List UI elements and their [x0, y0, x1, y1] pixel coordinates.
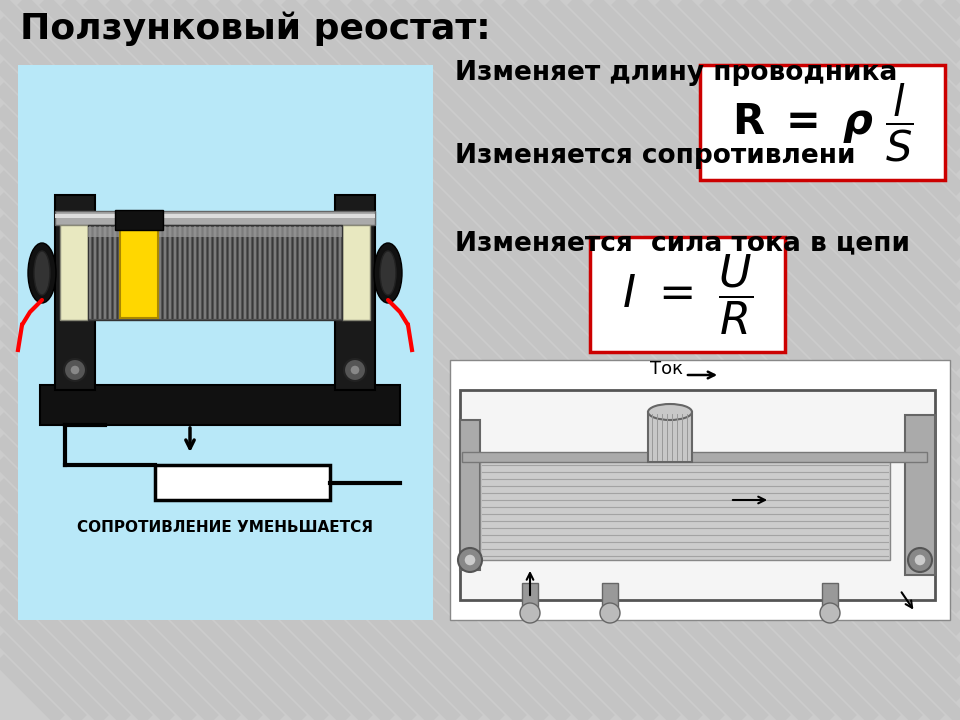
Text: Изменяется сопротивлени: Изменяется сопротивлени — [455, 143, 855, 169]
Bar — [480, 460, 890, 560]
Bar — [18, 65, 433, 620]
Bar — [115, 210, 163, 230]
Bar — [40, 385, 400, 425]
Bar — [155, 465, 330, 500]
Bar — [55, 214, 375, 218]
Circle shape — [70, 365, 80, 375]
Text: СОПРОТИВЛЕНИЕ УМЕНЬШАЕТСЯ: СОПРОТИВЛЕНИЕ УМЕНЬШАЕТСЯ — [77, 520, 373, 535]
Ellipse shape — [374, 243, 402, 303]
Circle shape — [464, 554, 476, 566]
Circle shape — [350, 365, 360, 375]
Circle shape — [64, 359, 86, 381]
Bar — [335, 195, 375, 390]
Circle shape — [520, 603, 540, 623]
Bar — [120, 227, 158, 318]
Bar — [460, 420, 480, 570]
Bar — [462, 452, 927, 462]
Bar — [88, 227, 342, 237]
Circle shape — [820, 603, 840, 623]
Circle shape — [914, 554, 926, 566]
Bar — [55, 211, 375, 225]
Circle shape — [458, 548, 482, 572]
Bar — [590, 237, 785, 352]
Bar — [88, 225, 342, 320]
Bar — [342, 225, 370, 320]
Text: $\mathit{I}\ =\ \dfrac{U}{R}$: $\mathit{I}\ =\ \dfrac{U}{R}$ — [622, 252, 753, 337]
Text: Ползунковый реостат:: Ползунковый реостат: — [20, 12, 491, 47]
Text: Изменяет длину проводника: Изменяет длину проводника — [455, 60, 898, 86]
Bar — [905, 415, 935, 575]
Text: $\mathbf{R}\ \mathbf{=}\ \boldsymbol{\rho}\ \dfrac{l}{S}$: $\mathbf{R}\ \mathbf{=}\ \boldsymbol{\rh… — [732, 81, 914, 163]
Bar — [602, 583, 618, 615]
Text: Ток: Ток — [651, 360, 684, 378]
Circle shape — [908, 548, 932, 572]
Bar — [700, 65, 945, 180]
Text: Изменяется  сила тока в цепи: Изменяется сила тока в цепи — [455, 230, 910, 256]
Bar — [55, 195, 95, 390]
Bar — [648, 412, 692, 462]
Bar — [522, 583, 538, 615]
Ellipse shape — [380, 251, 396, 295]
Ellipse shape — [34, 251, 50, 295]
Ellipse shape — [648, 404, 692, 420]
Ellipse shape — [28, 243, 56, 303]
Bar — [460, 390, 935, 600]
Circle shape — [344, 359, 366, 381]
Bar — [60, 225, 88, 320]
Circle shape — [600, 603, 620, 623]
Bar — [822, 583, 838, 615]
Bar — [450, 360, 950, 620]
